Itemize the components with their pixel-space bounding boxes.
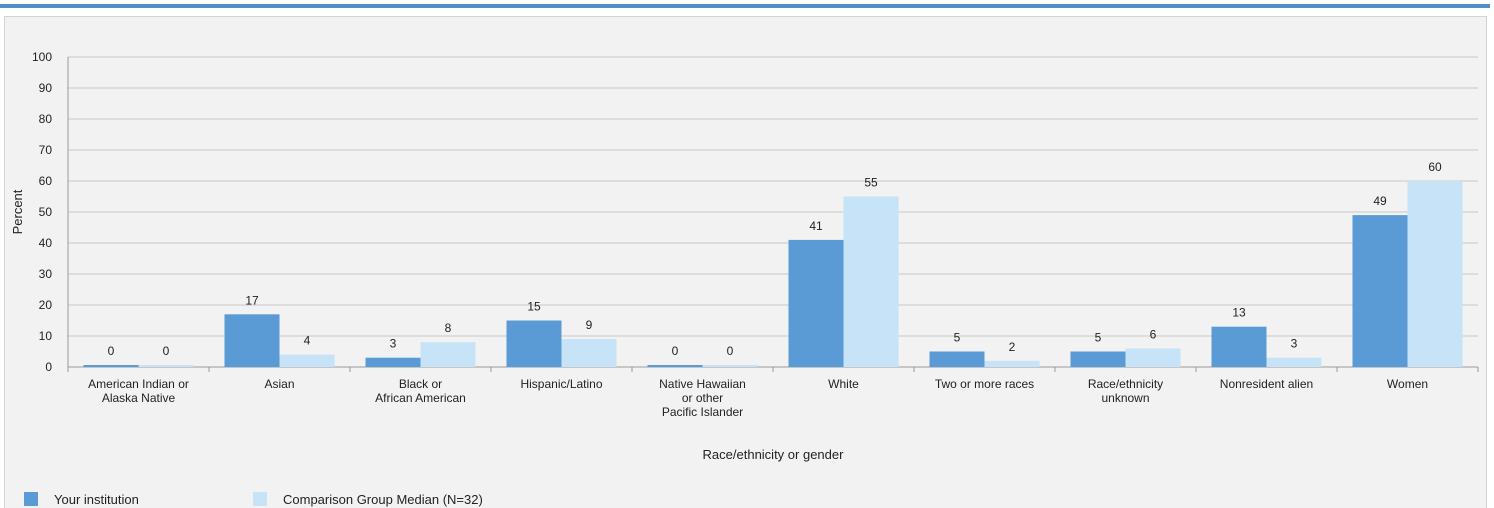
y-tick-label-100: 100 bbox=[32, 50, 52, 64]
x-tick-label-7-0: Race/ethnicity bbox=[1088, 377, 1163, 391]
bar-institution-3 bbox=[506, 320, 562, 367]
bar-comparison-1 bbox=[279, 354, 335, 367]
data-label-comparison-4: 0 bbox=[727, 344, 734, 358]
data-label-comparison-2: 8 bbox=[445, 321, 452, 335]
x-tick-label-2-1: African American bbox=[375, 391, 466, 405]
bar-comparison-0 bbox=[138, 365, 194, 367]
data-label-institution-9: 49 bbox=[1373, 194, 1387, 208]
y-tick-label-70: 70 bbox=[39, 143, 53, 157]
data-label-institution-7: 5 bbox=[1095, 331, 1102, 345]
x-tick-label-1-0: Asian bbox=[264, 377, 294, 391]
bar-comparison-3 bbox=[561, 339, 617, 367]
data-label-comparison-5: 55 bbox=[864, 176, 878, 190]
x-tick-label-7-1: unknown bbox=[1101, 391, 1149, 405]
bar-institution-7 bbox=[1070, 351, 1126, 367]
data-label-institution-4: 0 bbox=[672, 344, 679, 358]
x-tick-label-0-1: Alaska Native bbox=[102, 391, 176, 405]
data-label-institution-3: 15 bbox=[527, 300, 541, 314]
bar-institution-2 bbox=[365, 357, 421, 367]
y-tick-label-20: 20 bbox=[39, 298, 53, 312]
bar-comparison-5 bbox=[843, 196, 899, 367]
x-tick-label-2-0: Black or bbox=[399, 377, 442, 391]
y-tick-label-90: 90 bbox=[39, 81, 53, 95]
data-label-comparison-9: 60 bbox=[1428, 160, 1442, 174]
legend-label-your-institution: Your institution bbox=[54, 491, 139, 507]
legend-strip bbox=[4, 486, 1487, 508]
top-rule bbox=[0, 4, 1490, 8]
data-label-comparison-6: 2 bbox=[1009, 340, 1016, 354]
bar-comparison-7 bbox=[1125, 348, 1181, 367]
bar-institution-4 bbox=[647, 365, 703, 367]
bar-institution-5 bbox=[788, 239, 844, 367]
data-label-institution-8: 13 bbox=[1232, 306, 1246, 320]
bar-institution-1 bbox=[224, 314, 280, 367]
data-label-institution-6: 5 bbox=[954, 331, 961, 345]
y-tick-label-10: 10 bbox=[39, 329, 53, 343]
legend-swatch-comparison-group bbox=[253, 492, 267, 506]
data-label-institution-1: 17 bbox=[245, 293, 259, 307]
bar-institution-0 bbox=[83, 365, 139, 367]
bar-comparison-6 bbox=[984, 360, 1040, 367]
x-tick-label-4-2: Pacific Islander bbox=[662, 405, 743, 419]
x-tick-label-6-0: Two or more races bbox=[935, 377, 1034, 391]
y-tick-label-80: 80 bbox=[39, 112, 53, 126]
bar-comparison-4 bbox=[702, 365, 758, 367]
bar-institution-9 bbox=[1352, 215, 1408, 367]
bar-comparison-2 bbox=[420, 342, 476, 367]
legend-label-comparison-group: Comparison Group Median (N=32) bbox=[283, 491, 483, 507]
legend-swatch-your-institution bbox=[24, 492, 38, 506]
y-tick-label-0: 0 bbox=[45, 360, 52, 374]
x-tick-label-8-0: Nonresident alien bbox=[1220, 377, 1313, 391]
data-label-comparison-8: 3 bbox=[1291, 337, 1298, 351]
y-tick-label-60: 60 bbox=[39, 174, 53, 188]
x-tick-label-9-0: Women bbox=[1387, 377, 1428, 391]
legend-item-comparison-group: Comparison Group Median (N=32) bbox=[253, 490, 483, 508]
data-label-comparison-0: 0 bbox=[163, 344, 170, 358]
x-tick-label-4-0: Native Hawaiian bbox=[659, 377, 746, 391]
bar-comparison-9 bbox=[1407, 181, 1463, 367]
y-tick-label-30: 30 bbox=[39, 267, 53, 281]
y-axis-title: Percent bbox=[10, 189, 25, 234]
data-label-comparison-1: 4 bbox=[304, 334, 311, 348]
y-tick-label-50: 50 bbox=[39, 205, 53, 219]
data-label-institution-0: 0 bbox=[108, 344, 115, 358]
x-tick-label-3-0: Hispanic/Latino bbox=[520, 377, 602, 391]
data-label-comparison-3: 9 bbox=[586, 318, 593, 332]
x-tick-label-4-1: or other bbox=[682, 391, 723, 405]
data-label-institution-2: 3 bbox=[390, 337, 397, 351]
bar-institution-6 bbox=[929, 351, 985, 367]
data-label-institution-5: 41 bbox=[809, 219, 823, 233]
legend-item-your-institution: Your institution bbox=[24, 490, 139, 508]
x-tick-label-0-0: American Indian or bbox=[88, 377, 189, 391]
x-tick-label-5-0: White bbox=[828, 377, 859, 391]
x-axis-title: Race/ethnicity or gender bbox=[703, 447, 845, 462]
bar-institution-8 bbox=[1211, 326, 1267, 367]
chart-panel bbox=[4, 16, 1487, 488]
data-label-comparison-7: 6 bbox=[1150, 327, 1157, 341]
y-tick-label-40: 40 bbox=[39, 236, 53, 250]
bar-comparison-8 bbox=[1266, 357, 1322, 367]
